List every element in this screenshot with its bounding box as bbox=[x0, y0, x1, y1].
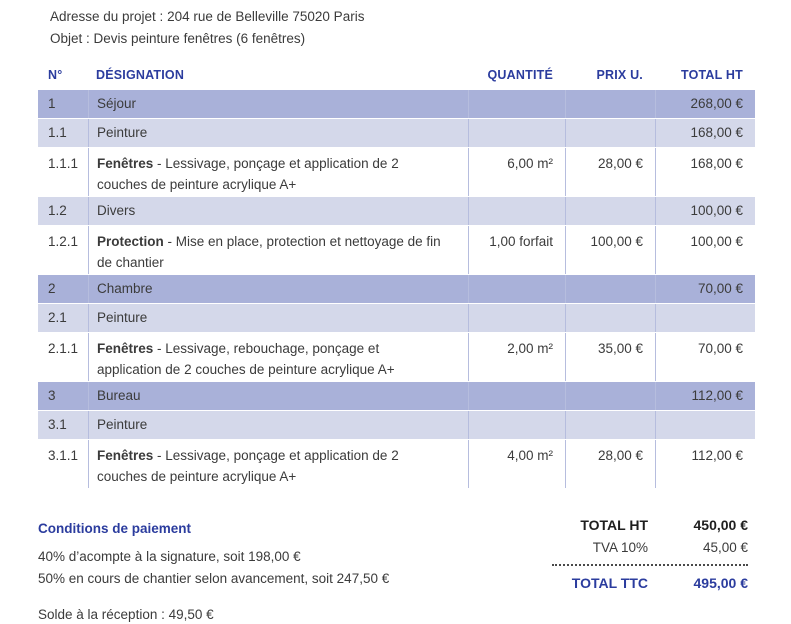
row-quantity bbox=[468, 90, 565, 118]
table-header-row: N° DÉSIGNATION QUANTITÉ PRIX U. TOTAL HT bbox=[38, 62, 755, 88]
row-total: 268,00 € bbox=[655, 90, 755, 118]
total-ht-row: TOTAL HT 450,00 € bbox=[552, 517, 748, 533]
row-number: 2.1 bbox=[48, 310, 67, 325]
row-quantity bbox=[468, 197, 565, 225]
tva-label: TVA 10% bbox=[592, 540, 648, 555]
totals-divider bbox=[552, 564, 748, 566]
row-total: 70,00 € bbox=[655, 333, 755, 381]
row-quantity: 1,00 forfait bbox=[468, 226, 565, 274]
row-quantity bbox=[468, 119, 565, 147]
row-designation: Peinture bbox=[88, 411, 468, 439]
row-designation: Fenêtres - Lessivage, rebouchage, ponçag… bbox=[88, 333, 468, 381]
row-total: 168,00 € bbox=[655, 119, 755, 147]
row-number: 2.1.1 bbox=[48, 341, 79, 356]
row-quantity: 2,00 m² bbox=[468, 333, 565, 381]
project-address: Adresse du projet : 204 rue de Bellevill… bbox=[50, 9, 365, 24]
row-unit-price bbox=[565, 90, 655, 118]
row-designation: Fenêtres - Lessivage, ponçage et applica… bbox=[88, 148, 468, 196]
row-quantity bbox=[468, 304, 565, 332]
total-ht-label: TOTAL HT bbox=[580, 517, 648, 533]
row-number: 1.1.1 bbox=[48, 156, 79, 171]
row-number: 1.2.1 bbox=[48, 234, 79, 249]
row-quantity bbox=[468, 382, 565, 410]
row-designation: Fenêtres - Lessivage, ponçage et applica… bbox=[88, 440, 468, 488]
row-designation: Bureau bbox=[88, 382, 468, 410]
payment-conditions-title: Conditions de paiement bbox=[38, 521, 192, 536]
row-number: 3.1.1 bbox=[48, 448, 79, 463]
table-row: 1 Séjour 268,00 € bbox=[38, 90, 755, 118]
row-quantity: 6,00 m² bbox=[468, 148, 565, 196]
column-header-unit-price: PRIX U. bbox=[596, 68, 643, 82]
row-total: 70,00 € bbox=[655, 275, 755, 303]
table-row: 1.2.1 Protection - Mise en place, protec… bbox=[38, 226, 755, 274]
row-number: 1.1 bbox=[48, 125, 67, 140]
column-header-designation: DÉSIGNATION bbox=[96, 68, 185, 82]
row-number: 2 bbox=[48, 281, 56, 296]
total-ht-value: 450,00 € bbox=[693, 517, 749, 533]
table-row: 3.1.1 Fenêtres - Lessivage, ponçage et a… bbox=[38, 440, 755, 488]
row-total: 100,00 € bbox=[655, 197, 755, 225]
row-quantity: 4,00 m² bbox=[468, 440, 565, 488]
quote-object: Objet : Devis peinture fenêtres (6 fenêt… bbox=[50, 31, 306, 46]
row-unit-price bbox=[565, 382, 655, 410]
row-total bbox=[655, 304, 755, 332]
tva-value: 45,00 € bbox=[702, 540, 748, 555]
row-unit-price bbox=[565, 119, 655, 147]
total-ttc-row: TOTAL TTC 495,00 € bbox=[552, 575, 748, 591]
payment-balance-line: Solde à la réception : 49,50 € bbox=[38, 607, 214, 622]
row-unit-price: 28,00 € bbox=[565, 148, 655, 196]
row-unit-price: 35,00 € bbox=[565, 333, 655, 381]
row-number: 1 bbox=[48, 96, 56, 111]
row-designation: Protection - Mise en place, protection e… bbox=[88, 226, 468, 274]
row-number: 3 bbox=[48, 388, 56, 403]
row-designation: Séjour bbox=[88, 90, 468, 118]
row-unit-price: 100,00 € bbox=[565, 226, 655, 274]
row-total bbox=[655, 411, 755, 439]
row-number: 3.1 bbox=[48, 417, 67, 432]
row-designation: Peinture bbox=[88, 119, 468, 147]
row-total: 100,00 € bbox=[655, 226, 755, 274]
column-header-num: N° bbox=[48, 68, 63, 82]
row-total: 112,00 € bbox=[655, 382, 755, 410]
quote-table: N° DÉSIGNATION QUANTITÉ PRIX U. TOTAL HT… bbox=[38, 62, 755, 488]
table-row: 3.1 Peinture bbox=[38, 411, 755, 439]
document-header: Adresse du projet : 204 rue de Bellevill… bbox=[50, 6, 364, 50]
row-total: 168,00 € bbox=[655, 148, 755, 196]
payment-line-2: 50% en cours de chantier selon avancemen… bbox=[38, 571, 390, 586]
tva-row: TVA 10% 45,00 € bbox=[552, 540, 748, 555]
table-row: 2.1 Peinture bbox=[38, 304, 755, 332]
row-quantity bbox=[468, 275, 565, 303]
table-row: 1.2 Divers 100,00 € bbox=[38, 197, 755, 225]
row-designation: Peinture bbox=[88, 304, 468, 332]
total-ttc-value: 495,00 € bbox=[693, 575, 749, 591]
row-quantity bbox=[468, 411, 565, 439]
payment-line-1: 40% d’acompte à la signature, soit 198,0… bbox=[38, 549, 301, 564]
row-unit-price bbox=[565, 197, 655, 225]
totals-summary: TOTAL HT 450,00 € TVA 10% 45,00 € TOTAL … bbox=[552, 517, 748, 591]
row-designation: Divers bbox=[88, 197, 468, 225]
row-total: 112,00 € bbox=[655, 440, 755, 488]
table-row: 2.1.1 Fenêtres - Lessivage, rebouchage, … bbox=[38, 333, 755, 381]
row-designation: Chambre bbox=[88, 275, 468, 303]
row-unit-price bbox=[565, 304, 655, 332]
total-ttc-label: TOTAL TTC bbox=[571, 575, 648, 591]
row-unit-price: 28,00 € bbox=[565, 440, 655, 488]
column-header-total: TOTAL HT bbox=[680, 68, 743, 82]
table-row: 3 Bureau 112,00 € bbox=[38, 382, 755, 410]
table-row: 2 Chambre 70,00 € bbox=[38, 275, 755, 303]
column-header-quantity: QUANTITÉ bbox=[487, 68, 553, 82]
row-unit-price bbox=[565, 411, 655, 439]
payment-conditions: Conditions de paiement 40% d’acompte à l… bbox=[38, 518, 389, 624]
table-row: 1.1.1 Fenêtres - Lessivage, ponçage et a… bbox=[38, 148, 755, 196]
table-row: 1.1 Peinture 168,00 € bbox=[38, 119, 755, 147]
row-unit-price bbox=[565, 275, 655, 303]
row-number: 1.2 bbox=[48, 203, 67, 218]
